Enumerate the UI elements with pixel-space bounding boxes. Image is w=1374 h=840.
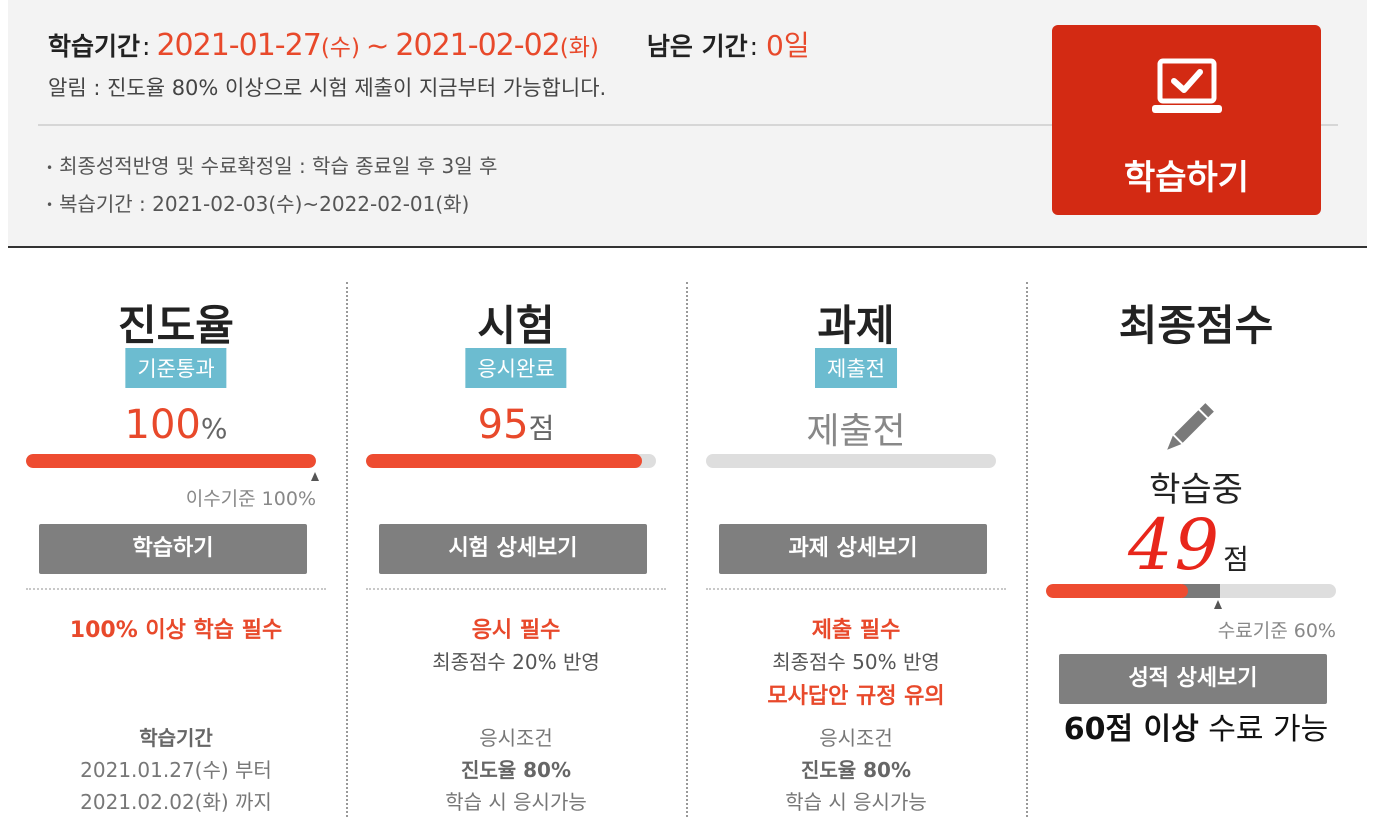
- progress-value: 100%: [124, 402, 228, 448]
- assignment-title: 과제: [817, 301, 895, 350]
- exam-score: 95점: [477, 402, 555, 448]
- start-day: (수): [320, 35, 360, 61]
- exam-condition-value: 진도율 80%: [460, 758, 572, 782]
- progress-criteria: 이수기준 100%: [185, 488, 316, 510]
- divider: [38, 124, 1338, 126]
- period-from: 2021.01.27(수) 부터: [80, 758, 272, 782]
- final-title: 최종점수: [1118, 301, 1274, 350]
- assignment-detail-button[interactable]: 과제 상세보기: [719, 524, 987, 574]
- grade-detail-button[interactable]: 성적 상세보기: [1059, 654, 1327, 704]
- exam-condition-title: 응시조건: [479, 726, 553, 750]
- exam-bar: [366, 454, 656, 468]
- final-score-panel: 최종점수 학습중 49점 수료기준 60% 성적 상세보기 60점 이상 수료 …: [1026, 282, 1366, 817]
- assignment-status-badge: 제출전: [815, 348, 897, 388]
- final-score: 49점: [1128, 504, 1249, 586]
- criteria-marker: [311, 472, 319, 481]
- remaining-label: 남은 기간: [646, 32, 748, 61]
- course-summary: 학습기간 : 2021-01-27 (수) ~ 2021-02-02 (화) 남…: [8, 0, 1367, 248]
- exam-status-badge: 응시완료: [465, 348, 567, 388]
- dotted-divider: [26, 588, 326, 590]
- progress-title: 진도율: [118, 301, 234, 350]
- exam-bar-fill: [366, 454, 642, 468]
- info-item: • 최종성적반영 및 수료확정일 : 학습 종료일 후 3일 후: [46, 154, 498, 178]
- dotted-divider: [366, 588, 666, 590]
- final-criteria: 수료기준 60%: [1217, 620, 1336, 642]
- column-divider: [1026, 282, 1028, 817]
- assignment-requirement: 제출 필수: [811, 618, 901, 643]
- pass-marker: [1214, 600, 1222, 609]
- exam-requirement: 응시 필수: [471, 618, 561, 643]
- exam-panel: 시험 응시완료 95점 시험 상세보기 응시 필수 최종점수 20% 반영 응시…: [346, 282, 686, 817]
- end-date: 2021-02-02: [395, 28, 560, 63]
- assignment-panel: 과제 제출전 제출전 과제 상세보기 제출 필수 최종점수 50% 반영 모사답…: [686, 282, 1026, 817]
- info-list: • 최종성적반영 및 수료확정일 : 학습 종료일 후 3일 후 • 복습기간 : …: [46, 148, 497, 223]
- period-label: 학습기간: [48, 32, 141, 61]
- final-score-gap: [1182, 584, 1220, 598]
- pencil-icon: [1167, 403, 1214, 450]
- progress-status-badge: 기준통과: [125, 348, 227, 388]
- info-item: • 복습기간 : 2021-02-03(수)~2022-02-01(화): [46, 191, 470, 216]
- exam-condition-desc: 학습 시 응시가능: [445, 790, 587, 814]
- assignment-warning: 모사답안 규정 유의: [767, 684, 945, 709]
- column-divider: [346, 282, 348, 817]
- exam-title: 시험: [477, 301, 555, 350]
- end-day: (화): [559, 35, 599, 61]
- final-status: 학습중: [1149, 470, 1243, 510]
- progress-panel: 진도율 기준통과 100% 이수기준 100% 학습하기 100% 이상 학습 …: [6, 282, 346, 817]
- assignment-condition-title: 응시조건: [819, 726, 893, 750]
- study-button[interactable]: 학습하기: [39, 524, 307, 574]
- assignment-condition-value: 진도율 80%: [800, 758, 912, 782]
- final-score-fill: [1046, 584, 1189, 598]
- final-score-bar: [1046, 584, 1336, 598]
- assignment-weight: 최종점수 50% 반영: [772, 650, 940, 674]
- assignment-value: 제출전: [806, 411, 906, 452]
- exam-weight: 최종점수 20% 반영: [432, 650, 600, 674]
- start-study-button[interactable]: 학습하기: [1052, 25, 1321, 215]
- notice-text: 알림 : 진도율 80% 이상으로 시험 제출이 지금부터 가능합니다.: [48, 76, 607, 100]
- laptop-check-icon: [1152, 58, 1222, 113]
- progress-requirement: 100% 이상 학습 필수: [69, 618, 283, 643]
- study-period: 학습기간 : 2021-01-27 (수) ~ 2021-02-02 (화) 남…: [48, 24, 810, 63]
- remaining-value: 0일: [766, 29, 810, 62]
- start-date: 2021-01-27: [156, 28, 321, 63]
- column-divider: [686, 282, 688, 817]
- progress-bar: [26, 454, 316, 468]
- period-title: 학습기간: [139, 726, 213, 750]
- assignment-condition-desc: 학습 시 응시가능: [785, 790, 927, 814]
- dotted-divider: [706, 588, 1006, 590]
- assignment-bar: [706, 454, 996, 468]
- progress-bar-fill: [26, 454, 316, 468]
- exam-detail-button[interactable]: 시험 상세보기: [379, 524, 647, 574]
- pass-condition-note: 60점 이상 수료 가능: [1063, 712, 1329, 747]
- start-study-label: 학습하기: [1123, 158, 1250, 198]
- period-to: 2021.02.02(화) 까지: [80, 790, 272, 814]
